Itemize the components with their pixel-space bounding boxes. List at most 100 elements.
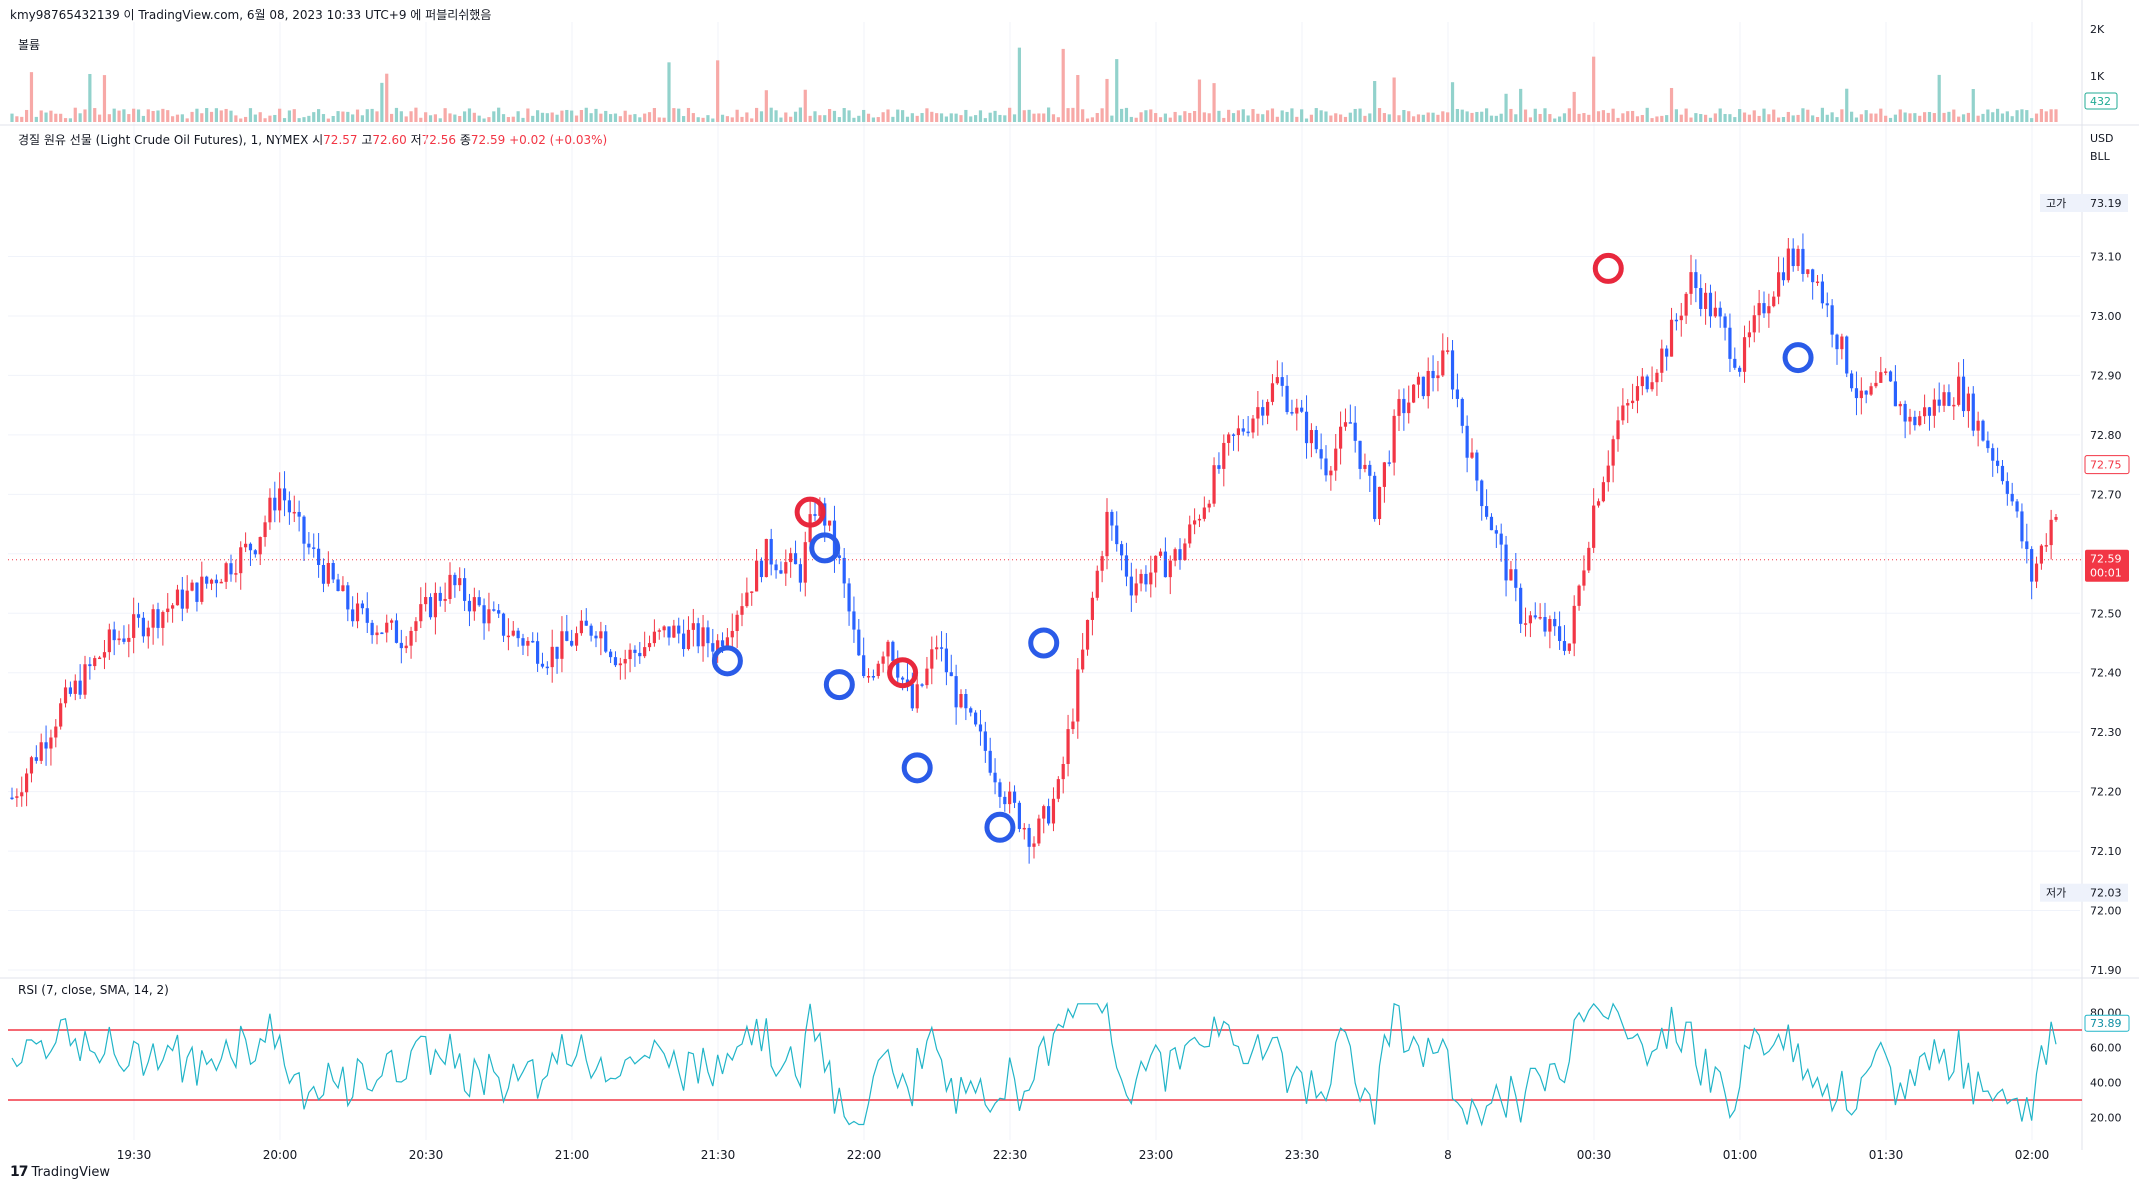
- signal-marker-blue: [809, 532, 841, 564]
- candle-body: [1256, 407, 1260, 419]
- volume-bar: [550, 112, 554, 122]
- volume-bar: [910, 113, 914, 122]
- volume-bar: [2044, 111, 2048, 122]
- candle-body: [501, 613, 506, 636]
- candle-body: [555, 646, 559, 659]
- candle-body: [1290, 412, 1294, 414]
- candle-body: [1553, 618, 1557, 627]
- candle-body: [414, 621, 418, 631]
- candle-body: [1932, 399, 1936, 416]
- candle-body: [881, 656, 885, 664]
- volume-bar: [1353, 108, 1357, 122]
- candle-body: [1431, 370, 1435, 379]
- candle-body: [1777, 272, 1781, 297]
- volume-bar: [570, 110, 574, 122]
- candle-body: [686, 629, 691, 650]
- time-axis-tick: 23:00: [1139, 1148, 1174, 1162]
- time-axis-tick: 23:30: [1285, 1148, 1320, 1162]
- volume-bar: [234, 115, 238, 122]
- volume-bar: [1553, 118, 1557, 122]
- candle-body: [1105, 511, 1109, 557]
- candle-body: [1231, 434, 1236, 436]
- candle-body: [49, 737, 53, 749]
- candle-body: [545, 666, 549, 669]
- volume-bar: [1713, 113, 1717, 122]
- candle-body: [467, 600, 472, 612]
- candle-body: [983, 731, 987, 751]
- volume-bar: [531, 115, 535, 122]
- candle-body: [1217, 465, 1221, 469]
- candle-body: [1032, 843, 1036, 847]
- volume-bar: [1845, 88, 1849, 122]
- candle-body: [1436, 375, 1440, 379]
- candle-body: [209, 579, 214, 584]
- volume-bar: [151, 110, 155, 122]
- volume-bar: [1081, 109, 1085, 122]
- candle-body: [20, 792, 24, 797]
- candle-body: [993, 772, 997, 783]
- volume-bar: [253, 114, 257, 122]
- candle-body: [2000, 465, 2005, 482]
- candle-body: [1397, 398, 1401, 416]
- volume-bar: [623, 110, 627, 122]
- candle-body: [506, 635, 510, 638]
- volume-bar: [1251, 109, 1255, 122]
- candle-body: [969, 708, 973, 713]
- volume-bar: [1061, 48, 1065, 122]
- volume-bar: [998, 114, 1002, 122]
- candle-body: [253, 550, 257, 555]
- volume-bar: [132, 108, 136, 122]
- volume-bar: [1694, 113, 1698, 122]
- candle-body: [1358, 440, 1362, 469]
- volume-bar: [555, 114, 559, 122]
- candle-body: [1120, 544, 1124, 556]
- volume-bar: [1723, 113, 1727, 122]
- volume-bar: [1660, 115, 1664, 122]
- volume-bar: [935, 113, 939, 122]
- volume-bar: [1470, 112, 1474, 122]
- candle-body: [1183, 543, 1187, 561]
- volume-bar: [375, 111, 379, 122]
- volume-bar: [49, 110, 53, 122]
- volume-bar: [808, 115, 812, 122]
- candle-body: [1825, 303, 1829, 306]
- candle-body: [793, 553, 798, 565]
- volume-bar: [793, 111, 798, 122]
- volume-bar: [1645, 107, 1649, 122]
- volume-bar: [730, 117, 734, 122]
- candle-body: [1509, 569, 1513, 581]
- candle-body: [852, 611, 856, 630]
- volume-bar: [657, 117, 661, 122]
- candle-body: [1076, 669, 1080, 722]
- volume-bar: [341, 111, 345, 122]
- candle-body: [764, 538, 768, 578]
- volume-bar: [1976, 115, 1980, 122]
- candle-body: [229, 563, 233, 575]
- rsi-badge-text: 73.89: [2090, 1017, 2122, 1030]
- candle-body: [1124, 555, 1129, 577]
- candle-body: [1270, 383, 1275, 402]
- volume-bar: [282, 118, 287, 122]
- volume-bar: [1742, 112, 1747, 122]
- volume-bar: [1908, 113, 1912, 122]
- volume-bar: [1864, 110, 1868, 122]
- candle-body: [1460, 398, 1464, 426]
- close-label: 종: [459, 133, 471, 147]
- candle-body: [1421, 376, 1425, 397]
- candle-body: [1991, 448, 1995, 461]
- volume-bar: [1499, 113, 1503, 122]
- candle-body: [1850, 373, 1854, 389]
- volume-bar: [1869, 113, 1873, 122]
- candle-body: [1811, 269, 1815, 283]
- candle-body: [930, 649, 934, 669]
- volume-bar: [1494, 115, 1498, 122]
- candle-body: [1373, 475, 1377, 519]
- volume-bar: [1757, 115, 1761, 122]
- volume-bar: [1348, 112, 1352, 122]
- volume-bar: [1270, 108, 1275, 122]
- symbol-name: 경질 원유 선물 (Light Crude Oil Futures), 1, N…: [18, 133, 309, 147]
- candle-body: [740, 606, 744, 615]
- candle-body: [34, 757, 38, 761]
- candle-body: [278, 488, 282, 511]
